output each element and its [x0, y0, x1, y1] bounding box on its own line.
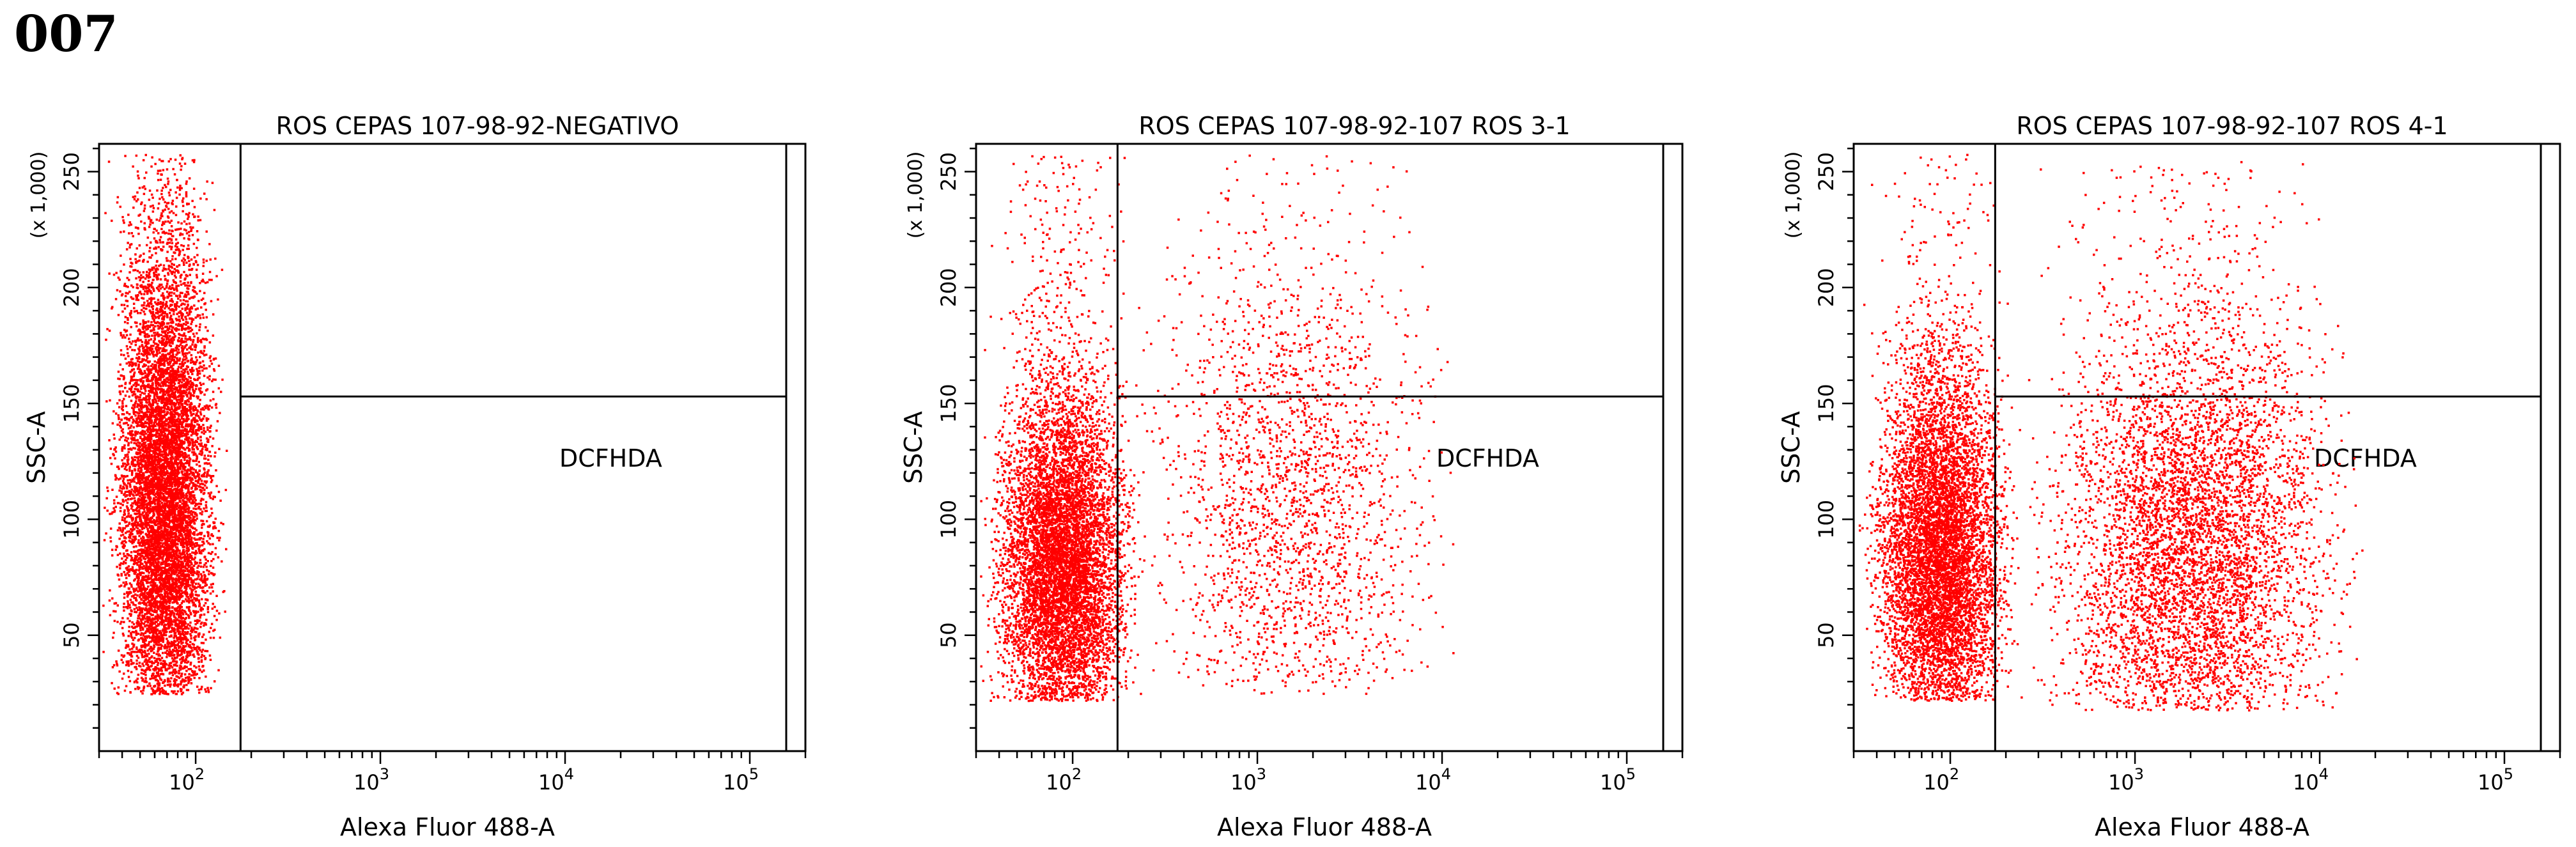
- y-multiplier-label: (x 1,000): [27, 152, 50, 239]
- x-tick-label: 104: [538, 765, 574, 795]
- x-tick-label: 102: [1923, 765, 1959, 795]
- data-points: [1858, 153, 2364, 712]
- scatter-points: [102, 153, 228, 695]
- x-tick-label: 103: [1230, 765, 1266, 795]
- y-tick-label: 150: [936, 384, 961, 423]
- y-tick-label: 200: [936, 268, 961, 307]
- x-axis-label: Alexa Fluor 488-A: [1217, 813, 1432, 841]
- plot-title: ROS CEPAS 107-98-92-NEGATIVO: [276, 112, 679, 140]
- x-axis-label: Alexa Fluor 488-A: [2095, 813, 2309, 841]
- y-tick-label: 50: [1814, 622, 1838, 648]
- y-tick-label: 100: [59, 500, 84, 539]
- y-tick-label: 50: [59, 622, 84, 648]
- plot-border: [1852, 143, 2561, 752]
- x-axis: 102 103 104 105: [975, 751, 1684, 795]
- x-tick-label: 103: [353, 765, 389, 795]
- plot-title: ROS CEPAS 107-98-92-107 ROS 4-1: [2016, 112, 2448, 140]
- x-axis: 102 103 104 105: [98, 751, 807, 795]
- flow-plot-ros-3-1: ROS CEPAS 107-98-92-107 ROS 3-1 (x 1,000…: [899, 112, 1684, 841]
- x-tick-label: 104: [1415, 765, 1451, 795]
- y-tick-label: 200: [1814, 268, 1838, 307]
- x-tick-label: 105: [723, 765, 759, 795]
- plot-frame: [1852, 143, 2561, 752]
- quadrant-label: DCFHDA: [2314, 444, 2417, 472]
- y-tick-label: 100: [936, 500, 961, 539]
- y-tick-label: 50: [936, 622, 961, 648]
- plot-frame: [98, 143, 807, 752]
- x-tick-label: 102: [169, 765, 205, 795]
- plot-border: [98, 143, 807, 752]
- flow-plot-negativo: ROS CEPAS 107-98-92-NEGATIVO (x 1,000) S…: [22, 112, 807, 841]
- y-multiplier-label: (x 1,000): [904, 152, 927, 239]
- figure-label: 007: [14, 5, 118, 63]
- y-axis-label: SSC-A: [1777, 411, 1805, 484]
- y-multiplier-label: (x 1,000): [1782, 152, 1804, 239]
- plot-title: ROS CEPAS 107-98-92-107 ROS 3-1: [1138, 112, 1570, 140]
- gate-lines: [1994, 144, 2541, 751]
- y-axis-label: SSC-A: [22, 411, 50, 484]
- y-axis: 50 100 150 200 250: [59, 148, 99, 729]
- y-tick-label: 250: [59, 152, 84, 191]
- x-axis-label: Alexa Fluor 488-A: [340, 813, 555, 841]
- y-tick-label: 150: [59, 384, 84, 423]
- y-tick-label: 250: [1814, 152, 1838, 191]
- y-axis: 50 100 150 200 250: [936, 148, 976, 729]
- gate-lines: [1116, 144, 1663, 751]
- y-tick-label: 150: [1814, 384, 1838, 423]
- flow-plot-ros-4-1: ROS CEPAS 107-98-92-107 ROS 4-1 (x 1,000…: [1777, 112, 2561, 841]
- y-tick-label: 100: [1814, 500, 1838, 539]
- x-tick-label: 105: [1600, 765, 1636, 795]
- y-axis-label: SSC-A: [899, 411, 927, 484]
- y-axis: 50 100 150 200 250: [1814, 148, 1854, 729]
- quadrant-label: DCFHDA: [1436, 444, 1539, 472]
- scatter-points: [980, 154, 1455, 703]
- quadrant-label: DCFHDA: [559, 444, 662, 472]
- plot-frame: [975, 143, 1684, 752]
- plot-border: [975, 143, 1684, 752]
- data-points: [102, 153, 228, 695]
- data-points: [980, 154, 1455, 703]
- x-axis: 102 103 104 105: [1852, 751, 2561, 795]
- x-tick-label: 103: [2108, 765, 2144, 795]
- scatter-points: [1858, 153, 2364, 712]
- y-tick-label: 200: [59, 268, 84, 307]
- x-tick-label: 104: [2293, 765, 2329, 795]
- y-tick-label: 250: [936, 152, 961, 191]
- x-tick-label: 105: [2478, 765, 2513, 795]
- gate-lines: [239, 144, 786, 751]
- x-tick-label: 102: [1046, 765, 1082, 795]
